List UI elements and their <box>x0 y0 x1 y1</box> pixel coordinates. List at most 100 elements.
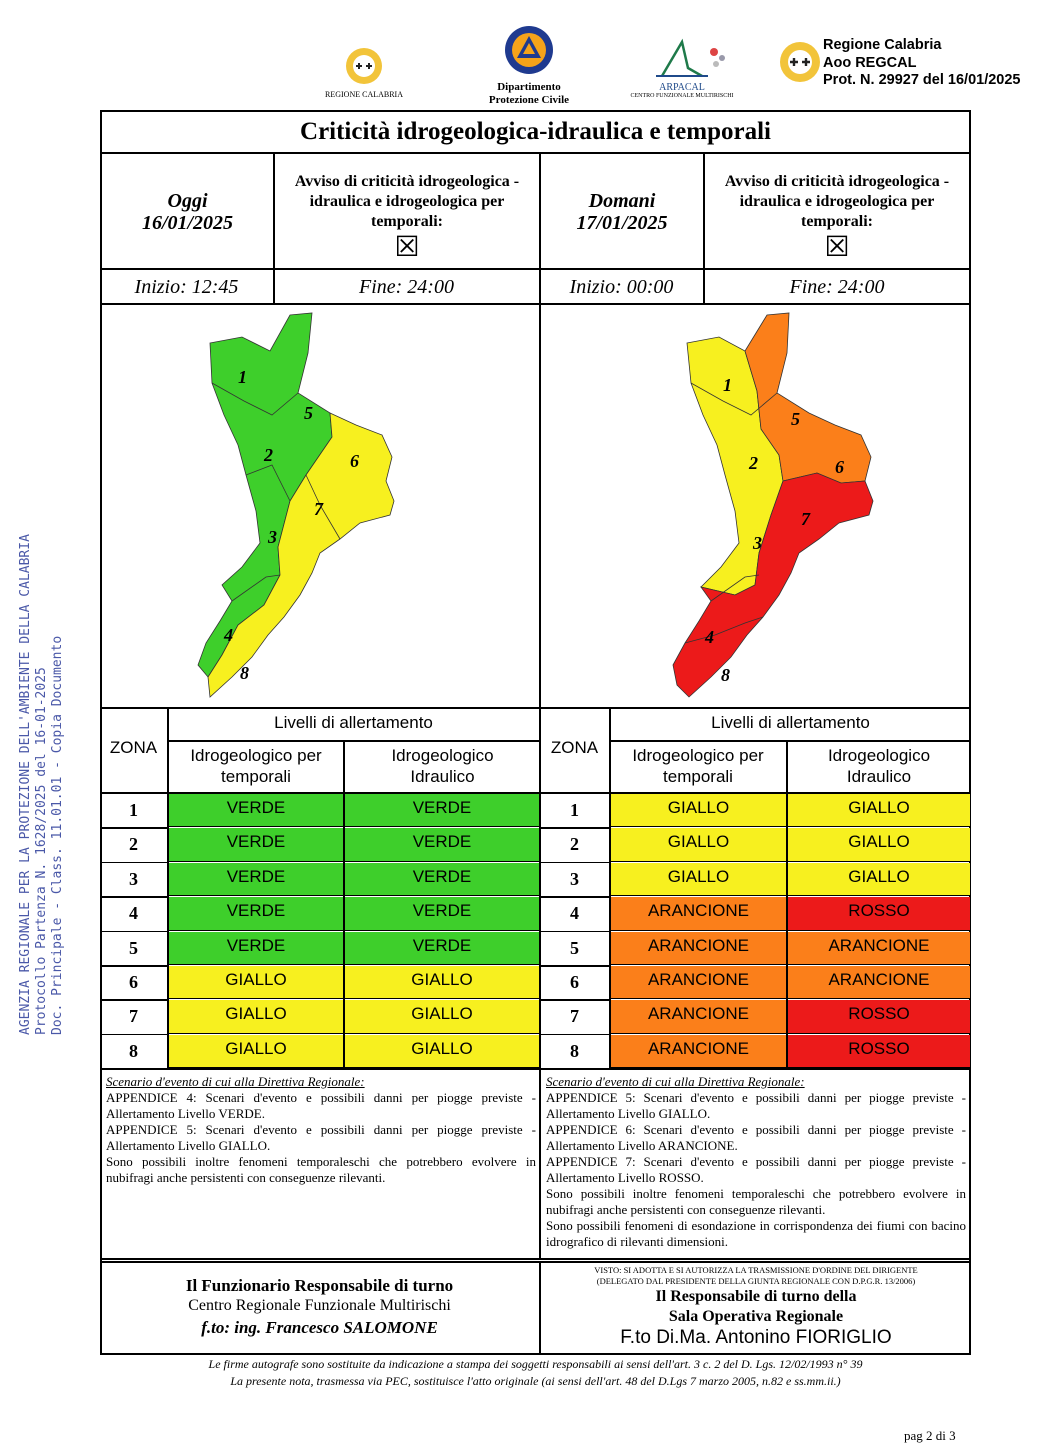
arpacal-caption: ARPACAL <box>659 82 705 93</box>
tomorrow-zona-3: 3 <box>570 868 579 889</box>
tomorrow-label: Domani <box>588 190 656 212</box>
protezione-civile-logo: Dipartimento Protezione Civile <box>466 24 592 106</box>
right-visto-line-2: (DELEGATO DAL PRESIDENTE DELLA GIUNTA RE… <box>596 1276 916 1286</box>
prot-line-1: Regione Calabria <box>823 37 942 53</box>
today-zona-5-idraulico-level: VERDE <box>345 931 539 965</box>
today-col-idraulico-header: Idrogeologico Idraulico <box>391 746 494 786</box>
today-zona-2-temporali-level: VERDE <box>169 828 343 862</box>
today-map-zone-6-7-8 <box>207 412 395 698</box>
tomorrow-zona-4-temporali-level: ARANCIONE <box>611 897 786 931</box>
tomorrow-zona-8: 8 <box>570 1040 579 1061</box>
today-zona-8-temporali-level: GIALLO <box>169 1034 343 1069</box>
tomorrow-heading: Domani 17/01/2025 <box>541 190 703 234</box>
today-zona-2: 2 <box>129 834 138 855</box>
tomorrow-livelli-header: Livelli di allertamento <box>711 713 870 732</box>
tomorrow-map-label-1: 1 <box>723 375 732 395</box>
divider <box>100 792 971 794</box>
today-checkbox-icon: ☒ <box>394 232 420 263</box>
today-scenario-line-1: APPENDICE 4: Scenari d'evento e possibil… <box>106 1090 536 1121</box>
table-row-divider <box>100 896 167 898</box>
tomorrow-zona-6-idraulico-level: ARANCIONE <box>788 966 970 1000</box>
today-livelli-header: Livelli di allertamento <box>274 713 433 732</box>
side-protocol-stamp: AGENZIA REGIONALE PER LA PROTEZIONE DELL… <box>18 534 66 1035</box>
tomorrow-map-zone-5-6 <box>744 312 872 484</box>
table-row-divider <box>540 896 609 898</box>
prot-line-2: Aoo REGCAL <box>823 54 917 71</box>
table-row-divider <box>540 861 609 864</box>
page-number: pag 2 di 3 <box>904 1428 956 1443</box>
today-avviso-text: Avviso di criticità idrogeologica - idra… <box>294 173 520 230</box>
protezione-civile-emblem-icon <box>505 26 553 74</box>
today-zona-4-idraulico-level: VERDE <box>345 897 539 931</box>
today-zona-3-idraulico-level: VERDE <box>345 862 539 897</box>
tomorrow-zona-5-temporali-level: ARANCIONE <box>611 931 786 965</box>
today-map-border <box>305 474 341 540</box>
divider <box>703 154 705 303</box>
today-fine: Fine: 24:00 <box>359 276 454 298</box>
today-zona-8: 8 <box>129 1040 138 1061</box>
today-zona-6-idraulico-level: GIALLO <box>345 966 539 1000</box>
tomorrow-zona-8-temporali-level: ARANCIONE <box>611 1034 786 1069</box>
tomorrow-zona-4-idraulico-level: ROSSO <box>788 897 970 931</box>
table-row-divider <box>100 999 167 1001</box>
tomorrow-scenario-line-4: Sono possibili inoltre fenomeni temporal… <box>546 1186 966 1217</box>
today-zona-header: ZONA <box>109 738 158 757</box>
table-row-divider <box>540 999 609 1001</box>
arpacal-logo: ARPACAL CENTRO FUNZIONALE MULTIRISCHI <box>628 38 736 99</box>
tomorrow-scenario-line-2: APPENDICE 6: Scenari d'evento e possibil… <box>546 1122 966 1153</box>
today-zona-7-idraulico-level: GIALLO <box>345 1000 539 1034</box>
today-map-label-7: 7 <box>314 499 324 519</box>
tomorrow-avviso: Avviso di criticità idrogeologica - idra… <box>709 172 965 264</box>
table-row-divider <box>100 1033 167 1036</box>
today-scenario-heading: Scenario d'evento di cui alla Direttiva … <box>106 1074 365 1089</box>
tomorrow-zona-1-temporali-level: GIALLO <box>611 794 786 828</box>
regione-emblem-icon <box>346 48 382 84</box>
table-row-divider <box>540 1033 609 1036</box>
today-zona-7: 7 <box>129 1006 138 1027</box>
tomorrow-zona-2-temporali-level: GIALLO <box>611 828 786 862</box>
divider <box>539 154 541 1259</box>
today-zona-1-temporali-level: VERDE <box>169 794 343 828</box>
arpacal-emblem-icon <box>656 38 725 78</box>
today-date: 16/01/2025 <box>141 212 234 234</box>
today-zona-1-idraulico-level: VERDE <box>345 794 539 828</box>
tomorrow-scenario-line-3: APPENDICE 7: Scenari d'evento e possibil… <box>546 1154 966 1185</box>
tomorrow-zona-7: 7 <box>570 1006 579 1027</box>
footer-line-2: La presente nota, trasmessa via PEC, sos… <box>230 1374 841 1388</box>
tomorrow-zona-5: 5 <box>570 937 579 958</box>
today-heading: Oggi 16/01/2025 <box>102 190 273 234</box>
table-row-divider <box>100 965 167 967</box>
today-zona-4-temporali-level: VERDE <box>169 897 343 931</box>
table-row-divider <box>100 827 167 829</box>
arpacal-subcaption: CENTRO FUNZIONALE MULTIRISCHI <box>630 93 734 99</box>
tomorrow-map-label-6: 6 <box>835 457 844 477</box>
today-map: 1 2 3 4 5 6 7 8 <box>197 312 395 698</box>
divider <box>786 740 788 1069</box>
tomorrow-zona-4: 4 <box>570 903 579 924</box>
table-row-divider <box>540 930 609 933</box>
tomorrow-map-border <box>684 616 764 644</box>
tomorrow-zona-7-temporali-level: ARANCIONE <box>611 1000 786 1034</box>
tomorrow-map-border <box>690 382 778 416</box>
tomorrow-scenario: Scenario d'evento di cui alla Direttiva … <box>546 1074 966 1250</box>
today-scenario: Scenario d'evento di cui alla Direttiva … <box>106 1074 536 1186</box>
tomorrow-avviso-text: Avviso di criticità idrogeologica - idra… <box>724 173 950 230</box>
tomorrow-date: 17/01/2025 <box>576 212 668 234</box>
protezione-caption-2: Protezione Civile <box>488 94 570 106</box>
tomorrow-zona-3-idraulico-level: GIALLO <box>788 862 970 897</box>
protocol-block: Regione Calabria Aoo REGCAL Prot. N. 299… <box>823 37 1047 90</box>
tomorrow-map-label-7: 7 <box>801 509 811 529</box>
tomorrow-zona-2-idraulico-level: GIALLO <box>788 828 970 862</box>
tomorrow-zona-3-temporali-level: GIALLO <box>611 862 786 897</box>
divider <box>609 707 611 1069</box>
regione-calabria-logo: REGIONE CALABRIA <box>318 46 410 99</box>
divider <box>343 740 345 1069</box>
tomorrow-map: 1 2 3 4 5 6 7 8 <box>672 312 874 698</box>
left-signature-name: f.to: ing. Francesco SALOMONE <box>201 1318 438 1337</box>
today-zona-2-idraulico-level: VERDE <box>345 828 539 862</box>
left-signature: Il Funzionario Responsabile di turno Cen… <box>100 1276 539 1340</box>
today-zona-5-temporali-level: VERDE <box>169 931 343 965</box>
today-map-label-1: 1 <box>238 367 247 387</box>
divider <box>100 1068 971 1070</box>
tomorrow-map-label-2: 2 <box>748 453 758 473</box>
